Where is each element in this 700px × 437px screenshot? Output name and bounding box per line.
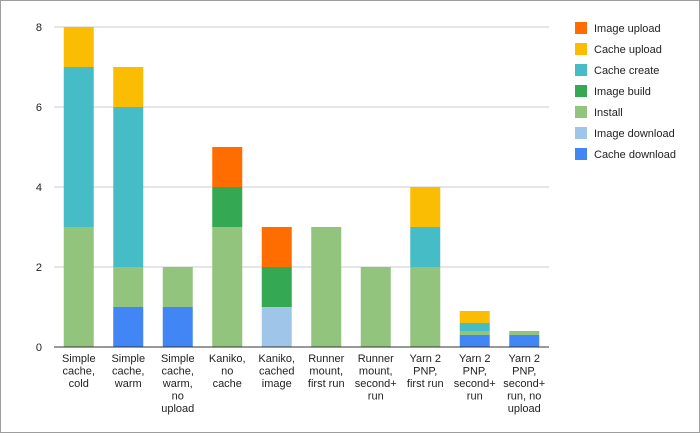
legend: Image upload Cache upload Cache create Imag… [575, 22, 676, 161]
y-tick-label: 4 [36, 182, 42, 194]
bar-cache-upload [410, 187, 441, 227]
bar-cache-download [509, 335, 540, 347]
bar-cache-create [113, 107, 144, 267]
bar-install [212, 227, 243, 347]
legend-label-cache-upload: Cache upload [594, 44, 662, 56]
x-category-label: Runner mount, first run [308, 353, 345, 390]
legend-swatch-image-upload [575, 22, 587, 34]
x-category-label: Kaniko, cached image [258, 353, 295, 390]
bar-install [311, 227, 342, 347]
legend-swatch-install [575, 106, 587, 118]
bar-cache-create [410, 227, 441, 267]
bar-image-upload [212, 147, 243, 187]
x-category-label: Runner mount, second+ run [355, 353, 397, 403]
y-tick-label: 2 [36, 262, 42, 274]
legend-label-image-upload: Image upload [594, 23, 661, 35]
bar-install [459, 331, 490, 335]
bar-install [360, 267, 391, 347]
bar-image-build [212, 187, 243, 227]
bar-install [509, 331, 540, 335]
x-category-label: Yarn 2 PNP, second+ run, no upload [503, 353, 545, 415]
bar-install [162, 267, 193, 307]
bar-cache-upload [63, 27, 94, 67]
bars [63, 27, 540, 347]
legend-swatch-image-build [575, 85, 587, 97]
bar-install [113, 267, 144, 307]
x-category-label: Yarn 2 PNP, second+ run [454, 353, 496, 403]
bar-cache-create [63, 67, 94, 227]
y-tick-label: 8 [36, 22, 42, 34]
bar-cache-upload [459, 311, 490, 323]
y-tick-labels: 0 2 4 6 8 [36, 22, 42, 354]
legend-swatch-cache-create [575, 64, 587, 76]
bar-image-download [261, 307, 292, 347]
legend-label-image-download: Image download [594, 128, 675, 140]
legend-swatch-cache-upload [575, 43, 587, 55]
y-tick-label: 0 [36, 342, 42, 354]
x-category-label: Simple cache, warm [111, 353, 145, 390]
bar-install [410, 267, 441, 347]
x-category-label: Yarn 2 PNP, first run [407, 353, 444, 390]
x-category-label: Kaniko, no cache [209, 353, 246, 390]
bar-cache-upload [113, 67, 144, 107]
y-tick-label: 6 [36, 102, 42, 114]
legend-label-install: Install [594, 107, 623, 119]
bar-image-upload [261, 227, 292, 267]
x-category-labels: Simple cache, cold Simple cache, warm Simple ca… [62, 353, 545, 415]
bar-install [63, 227, 94, 347]
legend-label-cache-download: Cache download [594, 149, 676, 161]
legend-swatch-cache-download [575, 148, 587, 160]
legend-swatch-image-download [575, 127, 587, 139]
legend-label-cache-create: Cache create [594, 65, 659, 77]
bar-cache-download [459, 335, 490, 347]
bar-cache-download [113, 307, 144, 347]
bar-cache-create [459, 323, 490, 331]
bar-cache-download [162, 307, 193, 347]
bar-image-build [261, 267, 292, 307]
legend-label-image-build: Image build [594, 86, 651, 98]
x-category-label: Simple cache, cold [62, 353, 96, 390]
x-category-label: Simple cache, warm, no upload [161, 353, 195, 415]
